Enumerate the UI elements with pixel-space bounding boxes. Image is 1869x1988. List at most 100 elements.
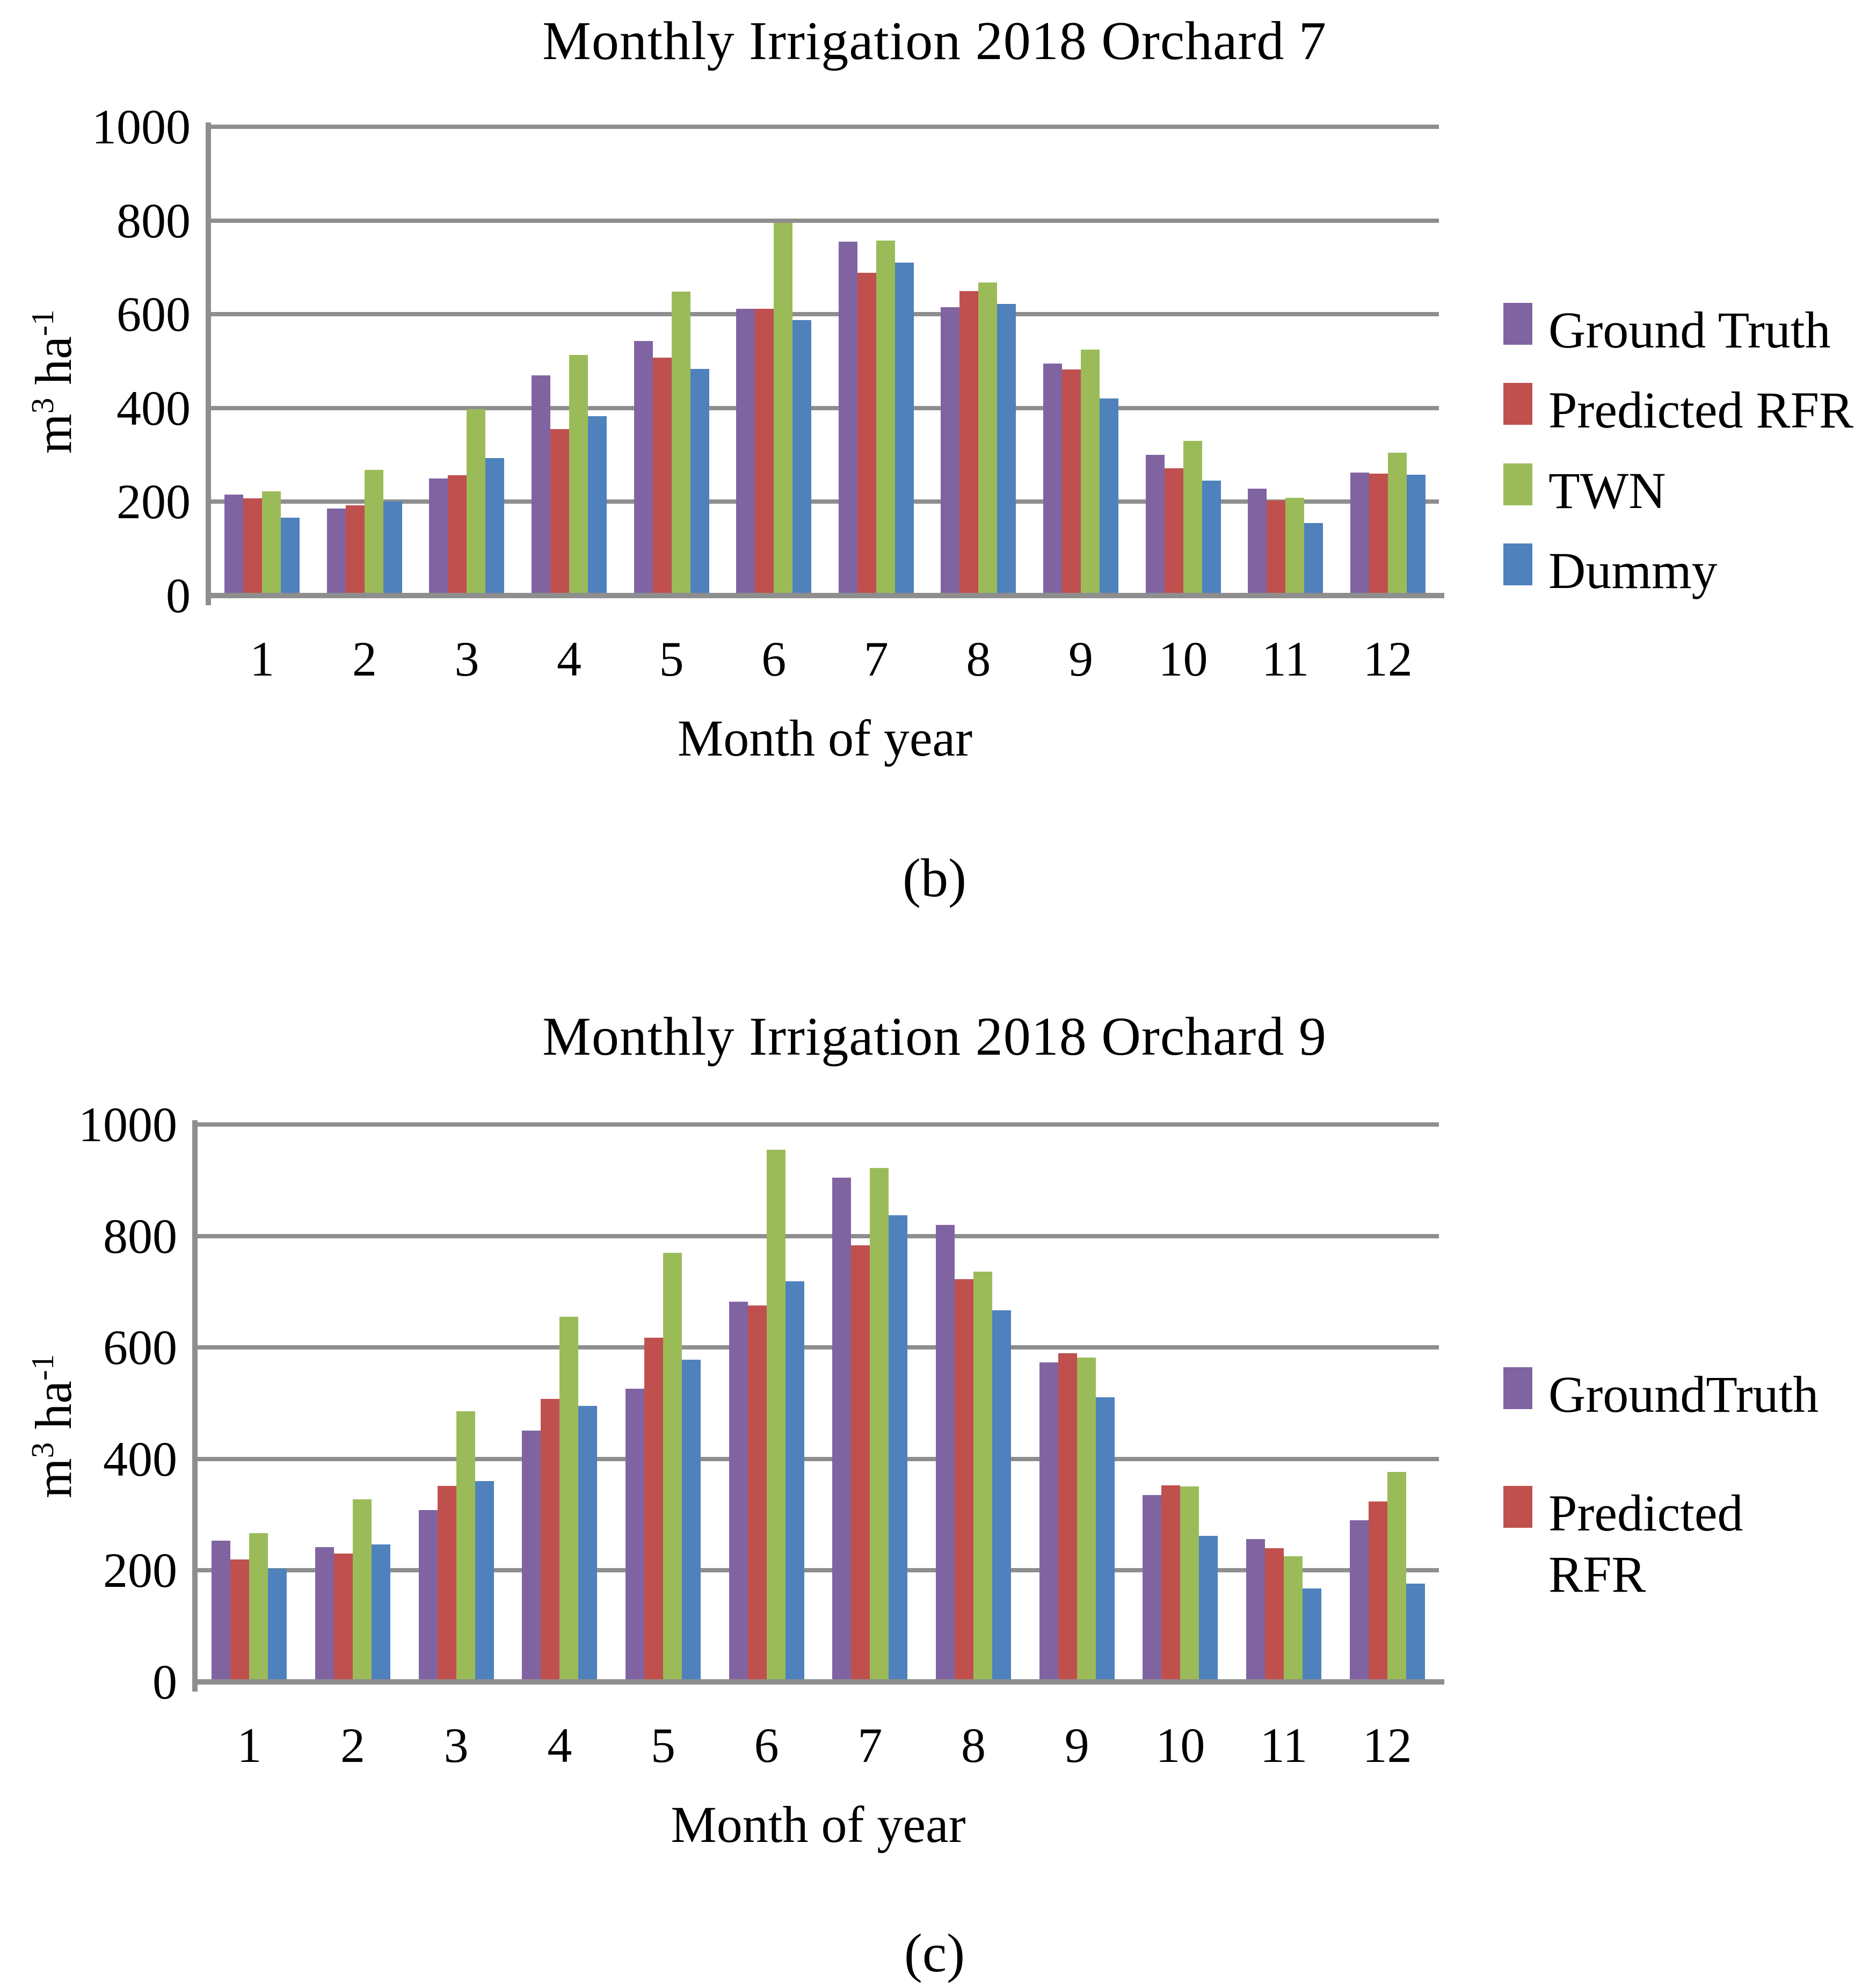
bar-predicted-rfr-month-1	[230, 1559, 250, 1682]
gridline	[211, 218, 1439, 223]
bar-ground-truth-month-2	[326, 508, 346, 596]
legend-label: GroundTruth	[1548, 1366, 1819, 1423]
chart-b-x-axis-title: Month of year	[677, 709, 973, 767]
x-tick-label-10: 10	[1158, 632, 1208, 686]
bar-predicted-rfr-month-12	[1368, 1501, 1387, 1682]
bar-unlabeled-blue-series-month-9	[1095, 1397, 1115, 1682]
bar-group-month-7	[825, 127, 928, 596]
bar-group-month-3	[416, 127, 518, 596]
bar-predicted-rfr-month-9	[1058, 1353, 1077, 1682]
legend-label: Ground Truth	[1548, 301, 1831, 359]
bar-ground-truth-month-10	[1145, 455, 1165, 596]
x-tick-label-4: 4	[557, 632, 582, 686]
bar-groundtruth-month-8	[935, 1224, 955, 1682]
x-tick-label-6: 6	[761, 632, 787, 686]
gridline	[211, 499, 1439, 504]
x-tick-label-2: 2	[352, 632, 377, 686]
bar-predicted-rfr-month-11	[1264, 1548, 1284, 1682]
x-tick-label-1: 1	[250, 632, 275, 686]
bar-twn-month-3	[467, 409, 486, 596]
bar-twn-month-2	[364, 470, 383, 596]
bar-predicted-rfr-month-1	[243, 498, 263, 596]
bar-unlabeled-blue-series-month-4	[578, 1406, 598, 1682]
bar-unlabeled-blue-series-month-5	[681, 1360, 701, 1682]
bar-ground-truth-month-4	[532, 375, 551, 596]
bar-predicted-rfr-month-7	[857, 273, 876, 596]
gridline	[198, 1568, 1439, 1573]
chart-c-legend: GroundTruth Predicted RFR	[1503, 1364, 1819, 1663]
bar-predicted-rfr-month-5	[644, 1337, 663, 1682]
bar-predicted-rfr-month-2	[333, 1554, 353, 1682]
bar-group-month-11	[1232, 1124, 1336, 1682]
legend-item: GroundTruth	[1503, 1364, 1819, 1425]
x-tick-label-4: 4	[547, 1718, 572, 1773]
bar-dummy-month-6	[792, 320, 812, 596]
bar-dummy-month-1	[281, 518, 300, 596]
y-tick-label: 400	[117, 380, 191, 436]
bar-dummy-month-5	[690, 369, 709, 596]
chart-c-title: Monthly Irrigation 2018 Orchard 9	[542, 1006, 1327, 1067]
x-tick-label-9: 9	[1064, 1718, 1089, 1773]
bar-group-month-12	[1335, 1124, 1439, 1682]
bar-groundtruth-month-7	[832, 1177, 852, 1682]
x-tick-label-6: 6	[754, 1718, 779, 1773]
bar-groundtruth-month-10	[1143, 1495, 1162, 1682]
bar-groundtruth-month-3	[418, 1510, 438, 1682]
bar-group-month-1	[198, 1124, 301, 1682]
y-tick-label: 1000	[92, 99, 191, 154]
gridline	[211, 312, 1439, 317]
y-tick-label: 800	[103, 1208, 177, 1264]
chart-c-y-axis-line	[192, 1120, 198, 1692]
bar-twn-month-1	[262, 491, 281, 596]
bar-dummy-month-10	[1202, 481, 1221, 596]
y-tick-label: 200	[117, 474, 191, 529]
chart-b-legend: Ground Truth Predicted RFR TWN Dummy	[1503, 300, 1853, 620]
bar-predicted-rfr-month-3	[448, 475, 467, 596]
bar-unlabeled-green-series-month-9	[1077, 1357, 1096, 1682]
bar-predicted-rfr-month-4	[550, 429, 570, 596]
bar-group-month-6	[723, 127, 825, 596]
bar-group-month-8	[922, 1124, 1026, 1682]
bar-group-month-10	[1129, 1124, 1232, 1682]
y-tick-label: 200	[103, 1543, 177, 1598]
gridline	[198, 1234, 1439, 1238]
legend-item: Dummy	[1503, 540, 1853, 601]
bar-predicted-rfr-month-11	[1267, 500, 1286, 596]
bar-dummy-month-4	[588, 416, 607, 596]
bar-predicted-rfr-month-8	[959, 291, 979, 596]
chart-c-x-axis-line	[192, 1679, 1444, 1685]
bar-group-month-5	[612, 1124, 715, 1682]
bar-unlabeled-green-series-month-2	[352, 1499, 372, 1682]
bar-ground-truth-month-5	[634, 340, 653, 596]
bar-dummy-month-9	[1099, 398, 1118, 596]
bar-group-month-7	[818, 1124, 922, 1682]
bar-unlabeled-blue-series-month-11	[1302, 1588, 1321, 1682]
x-tick-label-9: 9	[1068, 632, 1093, 686]
bar-ground-truth-month-1	[224, 495, 244, 596]
x-tick-label-11: 11	[1261, 632, 1310, 686]
bar-unlabeled-blue-series-month-2	[371, 1544, 390, 1682]
bar-twn-month-11	[1285, 498, 1305, 596]
bar-dummy-month-8	[997, 304, 1016, 596]
bar-unlabeled-green-series-month-5	[663, 1252, 682, 1682]
bar-unlabeled-blue-series-month-10	[1199, 1536, 1218, 1682]
chart-b-title: Monthly Irrigation 2018 Orchard 7	[542, 11, 1327, 71]
bar-dummy-month-7	[894, 263, 914, 596]
chart-c-x-axis-title: Month of year	[671, 1796, 966, 1853]
legend-swatch-purple	[1503, 303, 1532, 345]
bar-ground-truth-month-8	[941, 307, 960, 596]
bar-predicted-rfr-month-6	[747, 1305, 767, 1682]
bar-twn-month-5	[671, 292, 690, 596]
bar-unlabeled-green-series-month-11	[1283, 1556, 1303, 1682]
bar-groundtruth-month-1	[212, 1541, 231, 1682]
bar-twn-month-12	[1387, 452, 1407, 596]
gridline	[198, 1122, 1439, 1127]
bar-group-month-2	[301, 1124, 405, 1682]
bar-groundtruth-month-4	[522, 1430, 541, 1682]
bar-unlabeled-green-series-month-12	[1387, 1471, 1406, 1682]
bar-predicted-rfr-month-6	[755, 308, 774, 596]
caption-b: (b)	[903, 848, 966, 909]
bar-twn-month-6	[774, 222, 793, 596]
legend-swatch-green	[1503, 463, 1532, 505]
legend-swatch-red	[1503, 383, 1532, 425]
